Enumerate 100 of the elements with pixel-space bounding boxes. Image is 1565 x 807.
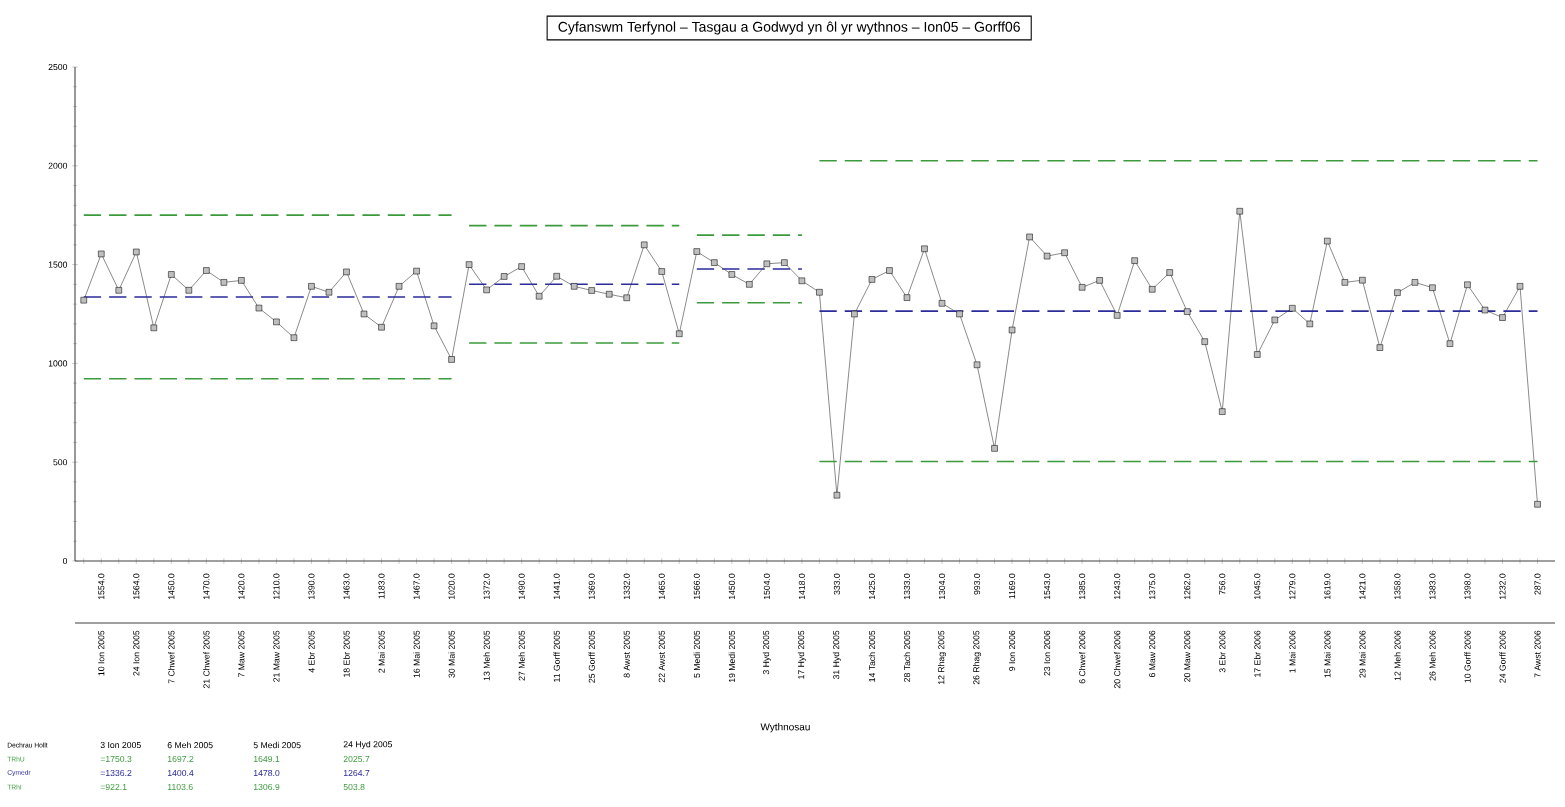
- text: 1358.0: [1394, 573, 1401, 600]
- y-tick-label: 1000: [48, 360, 68, 367]
- text: 1279.0: [1289, 573, 1296, 600]
- x-tick-label: 30 Mai 2005: [448, 630, 455, 678]
- text: =1336.2: [100, 769, 132, 777]
- text: 1478.0: [253, 769, 280, 777]
- x-tick-label: 6 Chwef 2006: [1078, 630, 1086, 684]
- x-tick-label: 13 Meh 2005: [483, 630, 490, 681]
- text: 1450.0: [728, 573, 735, 600]
- text: 1441.0: [553, 573, 560, 600]
- text: 1372.0: [483, 573, 490, 600]
- x-tick-label: 17 Hyd 2005: [797, 630, 806, 679]
- text: 1390.0: [308, 573, 315, 600]
- x-tick-label: 18 Ebr 2005: [343, 630, 350, 677]
- x-tick-label: 4 Ebr 2005: [308, 630, 315, 673]
- text: 1564.0: [133, 573, 140, 600]
- text: 993.0: [973, 573, 981, 595]
- text: 1463.0: [343, 573, 350, 600]
- text: 1554.0: [98, 573, 105, 600]
- text: 1045.0: [1254, 573, 1261, 600]
- x-tick-label: 31 Hyd 2005: [832, 630, 841, 680]
- x-tick-label: 20 Maw 2006: [1184, 630, 1191, 682]
- x-tick-label: 20 Chwef 2006: [1113, 630, 1121, 689]
- text: 1398.0: [1464, 573, 1471, 600]
- text: 1421.0: [1359, 573, 1366, 600]
- x-tick-label: 16 Mai 2005: [413, 630, 420, 678]
- text: 6 Meh 2005: [167, 741, 213, 749]
- text: 1697.2: [167, 755, 194, 763]
- text: 2025.7: [343, 755, 370, 763]
- text: 503.8: [343, 783, 365, 791]
- y-tick-label: 1500: [48, 261, 68, 268]
- x-tick-label: 26 Meh 2006: [1429, 630, 1436, 681]
- text: 1369.0: [588, 573, 595, 600]
- x-tick-label: 24 Ion 2005: [133, 630, 140, 676]
- text: 1103.6: [167, 783, 193, 791]
- text: 1470.0: [203, 573, 210, 600]
- text: 1649.1: [253, 755, 280, 763]
- text: 1183.0: [378, 573, 385, 599]
- text: 5 Medi 2005: [253, 741, 301, 749]
- x-tick-label: 10 Ion 2005: [98, 630, 105, 676]
- x-tick-label: 7 Awst 2006: [1534, 630, 1541, 678]
- text: 1418.0: [798, 573, 805, 600]
- text: 1304.0: [938, 573, 946, 600]
- x-tick-label: 12 Meh 2006: [1394, 630, 1401, 681]
- text: =922.1: [100, 783, 127, 791]
- x-tick-label: 6 Maw 2006: [1149, 630, 1156, 678]
- text: 1543.0: [1044, 573, 1051, 600]
- x-tick-label: 2 Mai 2005: [378, 630, 385, 673]
- text: 1169.0: [1009, 573, 1016, 599]
- x-tick-label: 26 Rhag 2005: [973, 630, 982, 685]
- text: 1020.0: [448, 573, 455, 600]
- x-tick-label: 25 Gorff 2005: [588, 630, 595, 683]
- text: 756.0: [1219, 573, 1226, 595]
- text: 1467.0: [413, 573, 420, 600]
- text: 1504.0: [763, 573, 770, 600]
- text: 287.0: [1534, 573, 1541, 595]
- x-tick-label: 21 Maw 2005: [273, 630, 280, 682]
- y-tick-label: 2000: [48, 162, 68, 169]
- text: 1332.0: [623, 573, 630, 600]
- text: 1375.0: [1149, 573, 1156, 600]
- x-tick-label: 5 Medi 2005: [693, 630, 700, 678]
- text: 1619.0: [1324, 573, 1331, 600]
- y-tick-label: 0: [62, 557, 68, 565]
- chart-title: Cyfanswm Terfynol – Tasgau a Godwyd yn ôl yr wythnos – Ion05 – Gorff06: [558, 21, 1020, 35]
- text: 3 Ion 2005: [100, 741, 141, 749]
- text: 1232.0: [1499, 573, 1506, 600]
- text: 1425.0: [868, 573, 876, 600]
- y-tick-label: 2500: [48, 63, 68, 71]
- x-tick-label: 8 Awst 2005: [623, 630, 630, 678]
- x-tick-label: 19 Medi 2005: [728, 630, 736, 683]
- x-tick-label: 28 Tach 2005: [903, 630, 911, 682]
- x-tick-label: 3 Hyd 2005: [762, 630, 771, 675]
- x-tick-label: 27 Meh 2005: [518, 630, 525, 681]
- x-tick-label: 22 Awst 2005: [658, 630, 665, 683]
- x-tick-label: 12 Rhag 2005: [937, 630, 947, 685]
- text: 1383.0: [1429, 573, 1436, 600]
- text: =1750.3: [100, 755, 132, 763]
- text: 24 Hyd 2005: [343, 740, 393, 750]
- x-tick-label: 1 Mai 2006: [1289, 630, 1296, 673]
- text: 1385.0: [1079, 573, 1086, 600]
- x-tick-label: 10 Gorff 2006: [1464, 630, 1471, 683]
- text: 1566.0: [693, 573, 700, 600]
- x-tick-label: 7 Chwef 2005: [168, 630, 175, 684]
- x-tick-label: 15 Mai 2006: [1324, 630, 1331, 678]
- y-tick-label: 500: [53, 459, 68, 466]
- text: 1465.0: [658, 573, 665, 600]
- x-tick-label: 3 Ebr 2006: [1219, 630, 1226, 673]
- text: 1333.0: [903, 573, 911, 600]
- text: 1450.0: [168, 573, 175, 600]
- x-tick-label: 11 Gorff 2005: [553, 630, 560, 682]
- x-tick-label: 29 Mai 2006: [1359, 630, 1366, 678]
- text: 1306.9: [253, 783, 280, 791]
- x-tick-label: 24 Gorff 2006: [1499, 630, 1506, 683]
- text: 1243.0: [1114, 573, 1121, 600]
- x-tick-label: 9 Ion 2006: [1009, 630, 1016, 671]
- text: 1420.0: [238, 573, 245, 600]
- x-axis-title: Wythnosau: [760, 723, 810, 733]
- x-tick-label: 14 Tach 2005: [868, 630, 876, 682]
- text: 1210.0: [273, 573, 280, 600]
- text: 1400.4: [167, 769, 194, 777]
